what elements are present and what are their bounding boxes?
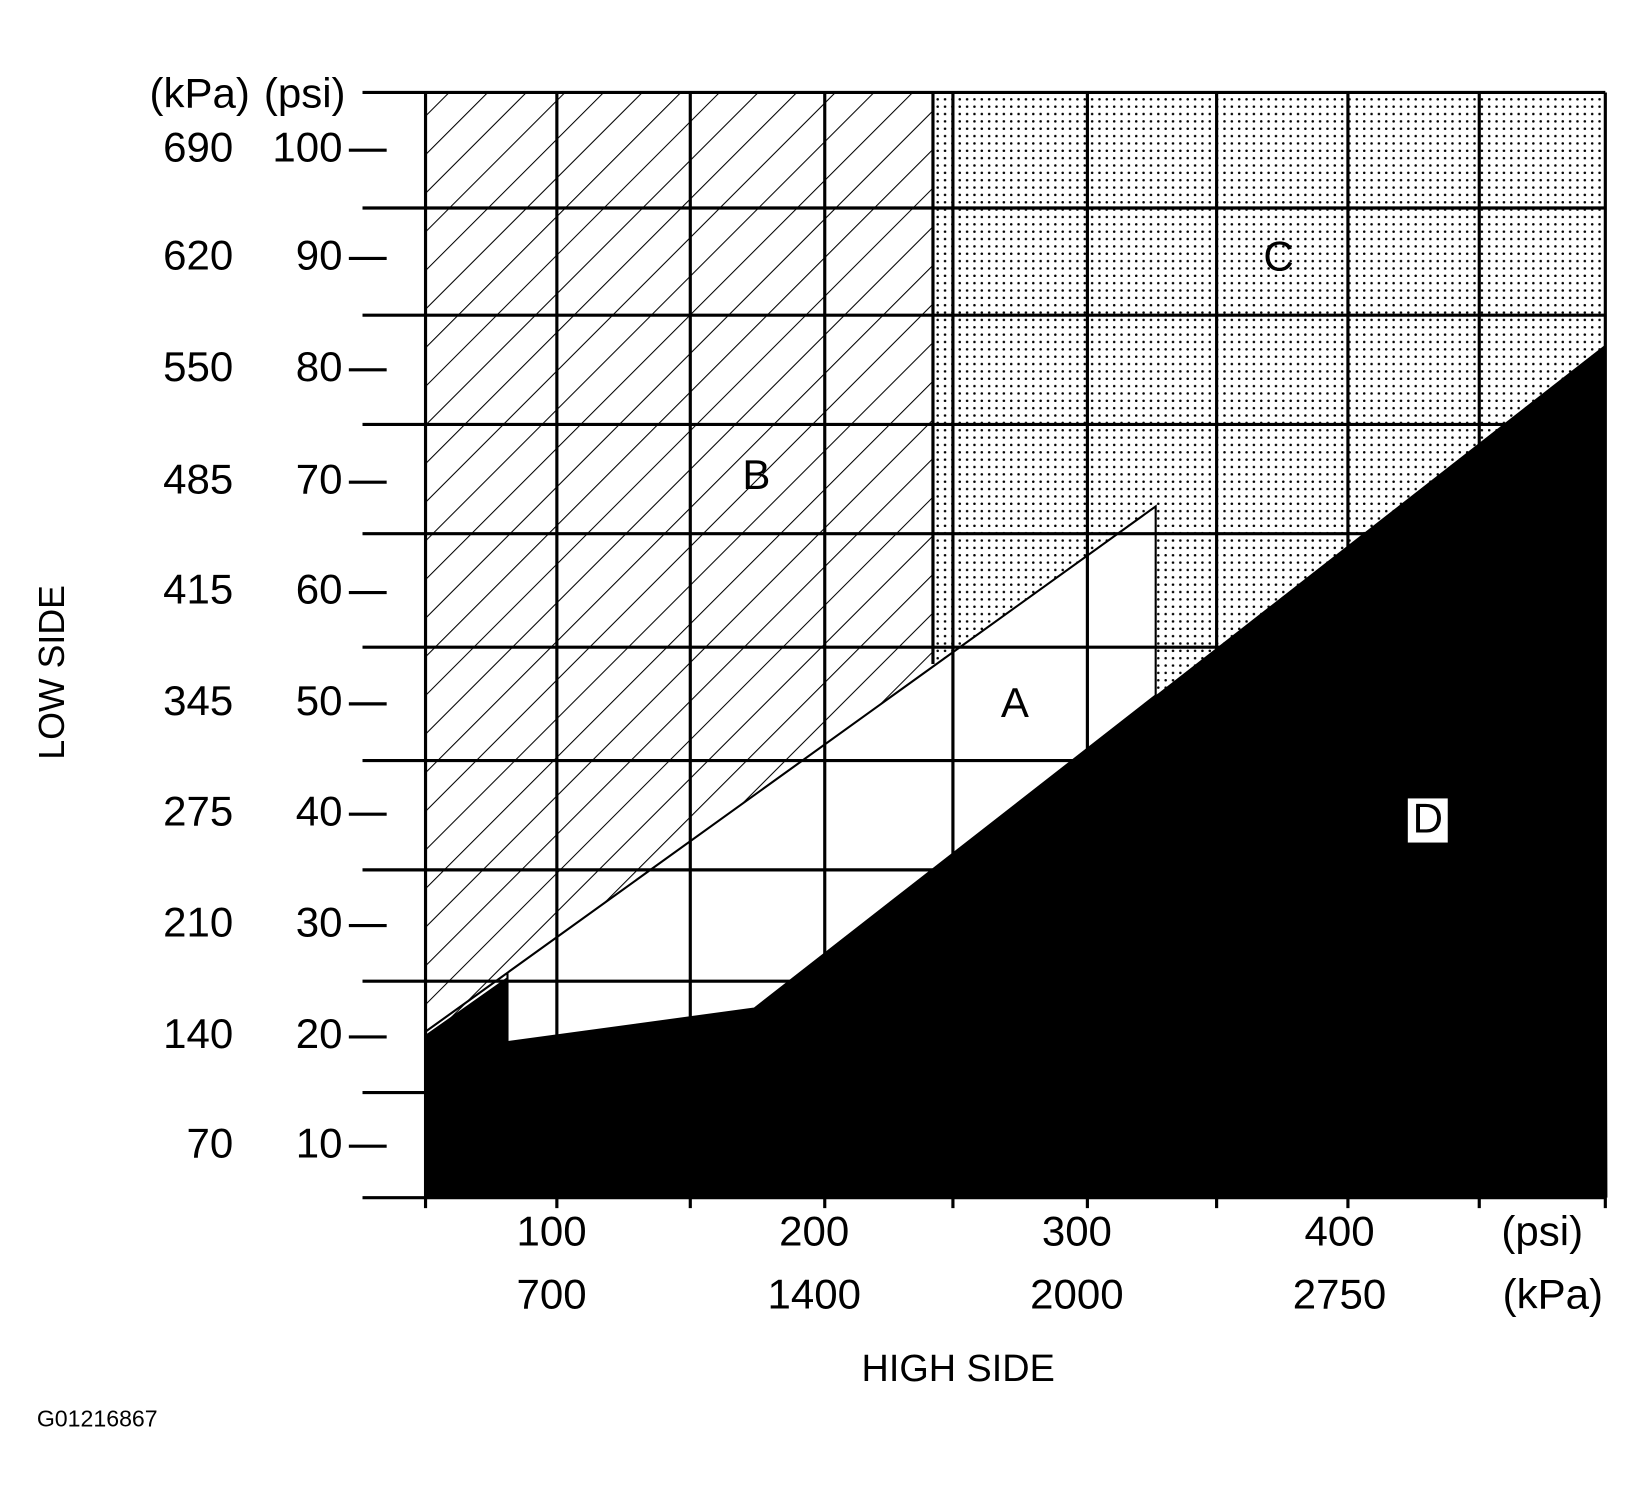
x-tick-label-kpa: 2750 [1293,1271,1386,1318]
region-label: C [1263,233,1293,280]
y-tick-label-kpa: 690 [163,123,233,170]
y-unit-kpa: (kPa) [149,70,249,117]
x-unit-psi: (psi) [1501,1208,1583,1255]
y-tick-label-psi: 60 [296,566,343,613]
region-label: D [1413,795,1443,842]
y-tick-label-kpa: 620 [163,232,233,279]
y-tick-label-psi: 100 [272,123,342,170]
y-tick-label-kpa: 140 [163,1010,233,1057]
y-tick-label-kpa: 550 [163,343,233,390]
y-tick-label-psi: 50 [296,677,343,724]
x-tick-label-psi: 200 [779,1208,849,1255]
y-tick-label-psi: 30 [296,899,343,946]
y-tick-label-kpa: 210 [163,899,233,946]
y-tick-label-psi: 10 [296,1119,343,1166]
region-label: A [1001,679,1029,726]
x-tick-label-kpa: 700 [517,1271,587,1318]
y-tick-label-psi: 20 [296,1010,343,1057]
y-tick-label-kpa: 345 [163,677,233,724]
y-tick-label-kpa: 275 [163,787,233,834]
y-tick-label-psi: 90 [296,232,343,279]
y-tick-label-psi: 80 [296,343,343,390]
x-tick-label-psi: 400 [1304,1208,1374,1255]
y-tick-label-kpa: 70 [187,1119,234,1166]
y-tick-label-kpa: 415 [163,566,233,613]
region-d-fill [425,344,1608,1198]
y-axis-title: LOW SIDE [32,585,72,760]
x-tick-label-kpa: 1400 [768,1271,861,1318]
x-tick-label-kpa: 2000 [1030,1271,1123,1318]
x-axis-title: HIGH SIDE [862,1348,1055,1390]
figure-id: G01216867 [37,1405,158,1431]
y-tick-label-psi: 40 [296,787,343,834]
y-tick-label-psi: 70 [296,455,343,502]
y-tick-label-kpa: 485 [163,455,233,502]
region-label: B [742,451,770,498]
x-tick-label-psi: 300 [1042,1208,1112,1255]
y-unit-psi: (psi) [264,70,346,117]
x-tick-label-psi: 100 [517,1208,587,1255]
label-bg [1407,798,1448,843]
x-unit-kpa: (kPa) [1503,1271,1603,1318]
